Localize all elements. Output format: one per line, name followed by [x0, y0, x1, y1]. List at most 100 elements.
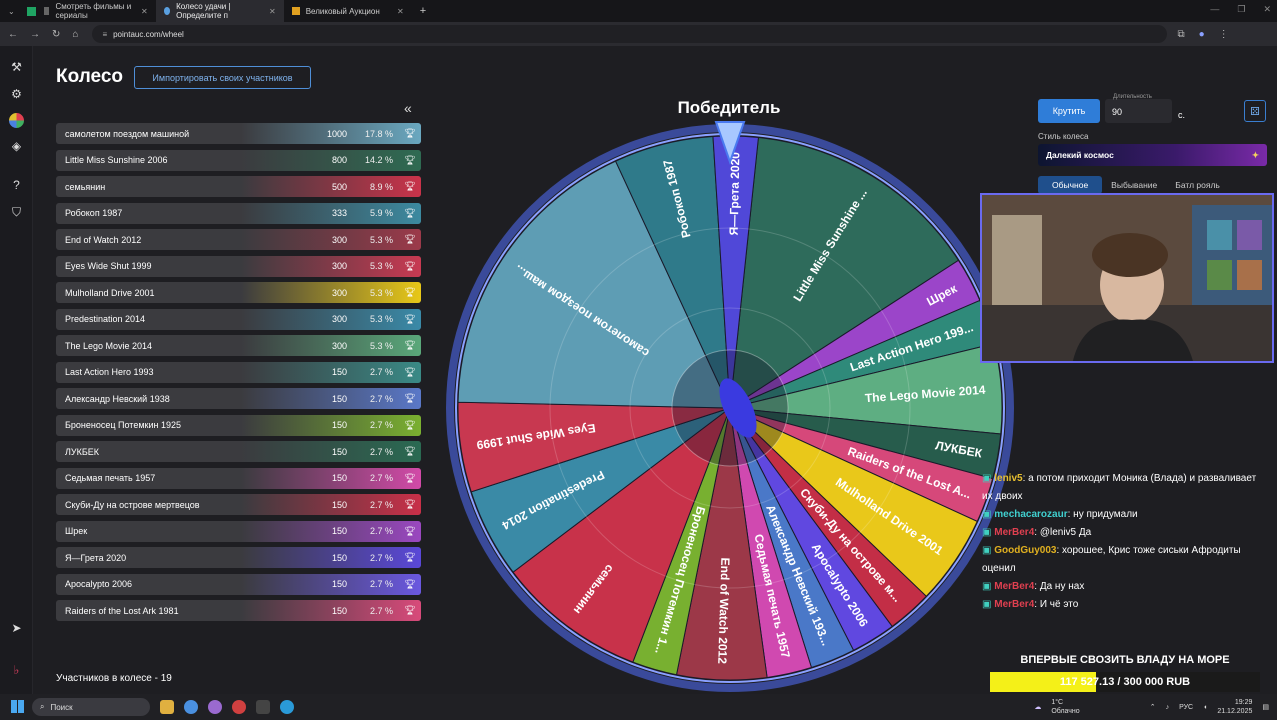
new-tab-icon[interactable]: +: [419, 5, 427, 17]
mic-icon[interactable]: ♪: [1165, 703, 1170, 711]
trophy-icon[interactable]: 🏆︎: [404, 181, 416, 191]
chat-username[interactable]: MerBer4: [994, 581, 1035, 592]
trophy-icon[interactable]: 🏆︎: [404, 340, 416, 350]
trophy-icon[interactable]: 🏆︎: [404, 525, 416, 536]
trophy-icon[interactable]: 🏆︎: [404, 313, 416, 324]
trophy-icon[interactable]: 🏆︎: [404, 472, 416, 483]
trophy-icon[interactable]: 🏆︎: [404, 287, 416, 297]
close-icon[interactable]: ✕: [141, 6, 148, 16]
participant-row[interactable]: ЛУКБЕК 150 2.7 % 🏆︎: [56, 441, 421, 462]
extensions-icon[interactable]: ⧉: [1177, 28, 1185, 40]
participant-row[interactable]: Робокоп 1987 333 5.9 % 🏆︎: [56, 202, 421, 224]
taskbar-search[interactable]: ⌕ Поиск: [32, 698, 150, 716]
hammer-icon[interactable]: ⚒: [11, 60, 22, 74]
chat-username[interactable]: MerBer4: [994, 527, 1035, 538]
app-icon[interactable]: [256, 700, 270, 714]
app-icon[interactable]: [208, 700, 222, 714]
spin-button[interactable]: Крутить: [1038, 99, 1100, 123]
browser-tab-bar: ⌄ Смотреть фильмы и сериалы ✕ Колесо уда…: [0, 0, 1277, 22]
participant-row[interactable]: The Lego Movie 2014 300 5.3 % 🏆︎: [56, 335, 421, 356]
app-icon[interactable]: [232, 700, 246, 714]
tab-menu-icon[interactable]: ⌄: [8, 6, 15, 16]
chat-username[interactable]: leniv5: [994, 473, 1023, 484]
participant-row[interactable]: Mulholland Drive 2001 300 5.3 % 🏆︎: [56, 282, 421, 303]
layers-icon[interactable]: ◈: [11, 139, 22, 153]
trophy-icon[interactable]: 🏆︎: [404, 234, 416, 244]
participant-row[interactable]: Броненосец Потемкин 1925 150 2.7 % 🏆︎: [56, 414, 421, 436]
clock[interactable]: 19:29 21.12.2025: [1217, 698, 1252, 716]
participant-row[interactable]: семьянин 500 8.9 % 🏆︎: [56, 176, 421, 197]
notifications-icon[interactable]: ▤: [1262, 704, 1269, 711]
chat-username[interactable]: GoodGuy003: [994, 545, 1057, 556]
tab-battle-royale[interactable]: Батл рояль: [1175, 180, 1220, 190]
minimize-icon[interactable]: —: [1210, 4, 1220, 14]
participant-row[interactable]: Apocalypto 2006 150 2.7 % 🏆︎: [56, 573, 421, 595]
duration-input[interactable]: Длительность 90: [1105, 94, 1172, 123]
tray-chevron-icon[interactable]: ⌃: [1149, 704, 1156, 711]
chrome-icon[interactable]: [184, 700, 198, 714]
reload-icon[interactable]: ↻: [52, 28, 61, 40]
home-icon[interactable]: ⌂: [72, 28, 79, 40]
trophy-icon[interactable]: 🏆︎: [404, 446, 416, 456]
close-icon[interactable]: ✕: [269, 6, 276, 16]
participant-row[interactable]: Скуби-Ду на острове мертвецов 150 2.7 % 🏆︎: [56, 494, 421, 515]
tab-auction[interactable]: Великовый Аукцион ✕: [284, 0, 412, 22]
participant-color-bar: [241, 176, 421, 197]
participant-row[interactable]: Little Miss Sunshine 2006 800 14.2 % 🏆︎: [56, 149, 421, 171]
maximize-icon[interactable]: ❐: [1237, 4, 1246, 14]
forward-icon[interactable]: →: [30, 28, 40, 40]
participant-row[interactable]: Я—Грета 2020 150 2.7 % 🏆︎: [56, 547, 421, 568]
explorer-icon[interactable]: [160, 700, 174, 714]
participant-row[interactable]: Predestination 2014 300 5.3 % 🏆︎: [56, 308, 421, 330]
participant-row[interactable]: Седьмая печать 1957 150 2.7 % 🏆︎: [56, 467, 421, 489]
weather[interactable]: 1°C Облачно: [1051, 698, 1079, 716]
back-icon[interactable]: ←: [8, 28, 18, 40]
brand-logo-icon[interactable]: ♭: [13, 663, 20, 677]
shield-icon[interactable]: ⛉: [11, 205, 21, 219]
participant-row[interactable]: Last Action Hero 1993 150 2.7 % 🏆︎: [56, 361, 421, 383]
volume-icon[interactable]: ◖: [1203, 703, 1208, 711]
participant-row[interactable]: End of Watch 2012 300 5.3 % 🏆︎: [56, 229, 421, 250]
tab-normal[interactable]: Обычное: [1038, 176, 1103, 194]
participant-row[interactable]: Eyes Wide Shut 1999 300 5.3 % 🏆︎: [56, 255, 421, 277]
telegram-taskbar-icon[interactable]: [280, 700, 294, 714]
participant-row[interactable]: самолетом поездом машиной 1000 17.8 % 🏆︎: [56, 123, 421, 144]
participant-row[interactable]: Raiders of the Lost Ark 1981 150 2.7 % 🏆︎: [56, 600, 421, 621]
close-icon[interactable]: ✕: [397, 6, 404, 16]
trophy-icon[interactable]: 🏆︎: [404, 605, 416, 615]
trophy-icon[interactable]: 🏆︎: [404, 393, 416, 403]
tab-elimination[interactable]: Выбывание: [1111, 180, 1158, 190]
trophy-icon[interactable]: 🏆︎: [404, 552, 416, 562]
tab-films[interactable]: Смотреть фильмы и сериалы ✕: [36, 0, 156, 22]
tab-wheel[interactable]: Колесо удачи | Определите п ✕: [155, 0, 284, 22]
participant-name: Predestination 2014: [65, 314, 146, 324]
trophy-icon[interactable]: 🏆︎: [404, 578, 416, 589]
trophy-icon[interactable]: 🏆︎: [404, 260, 416, 271]
profile-icon[interactable]: ●: [1198, 28, 1205, 40]
gear-icon[interactable]: ⚙: [11, 87, 22, 101]
chat-username[interactable]: mechacarozaur: [994, 509, 1068, 520]
import-participants-button[interactable]: Импортировать своих участников: [134, 66, 311, 89]
language-indicator[interactable]: РУС: [1179, 703, 1194, 711]
trophy-icon[interactable]: 🏆︎: [404, 154, 416, 165]
trophy-icon[interactable]: 🏆︎: [404, 366, 416, 377]
participant-row[interactable]: Шрек 150 2.7 % 🏆︎: [56, 520, 421, 542]
site-info-icon[interactable]: ≡: [102, 29, 108, 39]
trophy-icon[interactable]: 🏆︎: [404, 499, 416, 509]
menu-icon[interactable]: ⋮: [1218, 28, 1229, 40]
random-dice-button[interactable]: ⚄: [1244, 100, 1266, 122]
wheel-style-select[interactable]: Далекий космос ✦: [1038, 144, 1267, 166]
help-icon[interactable]: ?: [13, 178, 20, 192]
windows-start-icon[interactable]: [11, 700, 24, 713]
trophy-icon[interactable]: 🏆︎: [404, 128, 416, 138]
collapse-panel-icon[interactable]: «: [404, 100, 412, 116]
trophy-icon[interactable]: 🏆︎: [404, 207, 416, 218]
wheel-icon[interactable]: [9, 113, 24, 128]
participant-row[interactable]: Александр Невский 1938 150 2.7 % 🏆︎: [56, 388, 421, 409]
url-field[interactable]: ≡ pointauc.com/wheel: [92, 25, 1168, 43]
close-window-icon[interactable]: ✕: [1263, 4, 1271, 14]
chat-username[interactable]: MerBer4: [994, 599, 1035, 610]
trophy-icon[interactable]: 🏆︎: [404, 419, 416, 430]
telegram-icon[interactable]: ➤: [11, 621, 22, 635]
